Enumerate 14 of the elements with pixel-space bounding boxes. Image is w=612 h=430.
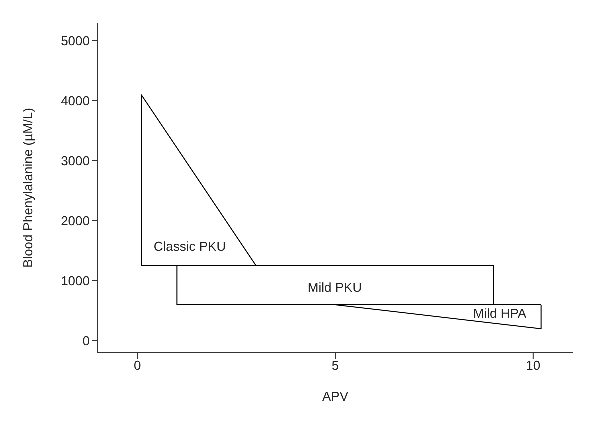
y-tick-label: 1000 bbox=[61, 274, 90, 289]
y-tick-label: 4000 bbox=[61, 94, 90, 109]
x-tick-label: 10 bbox=[526, 358, 541, 374]
y-tick-label: 5000 bbox=[61, 34, 90, 49]
y-axis-title: Blood Phenylalanine (µM/L) bbox=[20, 108, 36, 268]
annotation: Mild HPA bbox=[473, 306, 527, 321]
annotation: Classic PKU bbox=[154, 239, 226, 254]
x-axis-title: APV bbox=[322, 389, 349, 404]
y-tick-label: 2000 bbox=[61, 214, 90, 229]
x-tick-label: 0 bbox=[134, 358, 142, 374]
y-tick-label: 0 bbox=[82, 334, 90, 349]
x-tick-label: 5 bbox=[332, 358, 340, 374]
annotation: Mild PKU bbox=[308, 280, 362, 295]
y-tick-label: 3000 bbox=[61, 154, 90, 169]
